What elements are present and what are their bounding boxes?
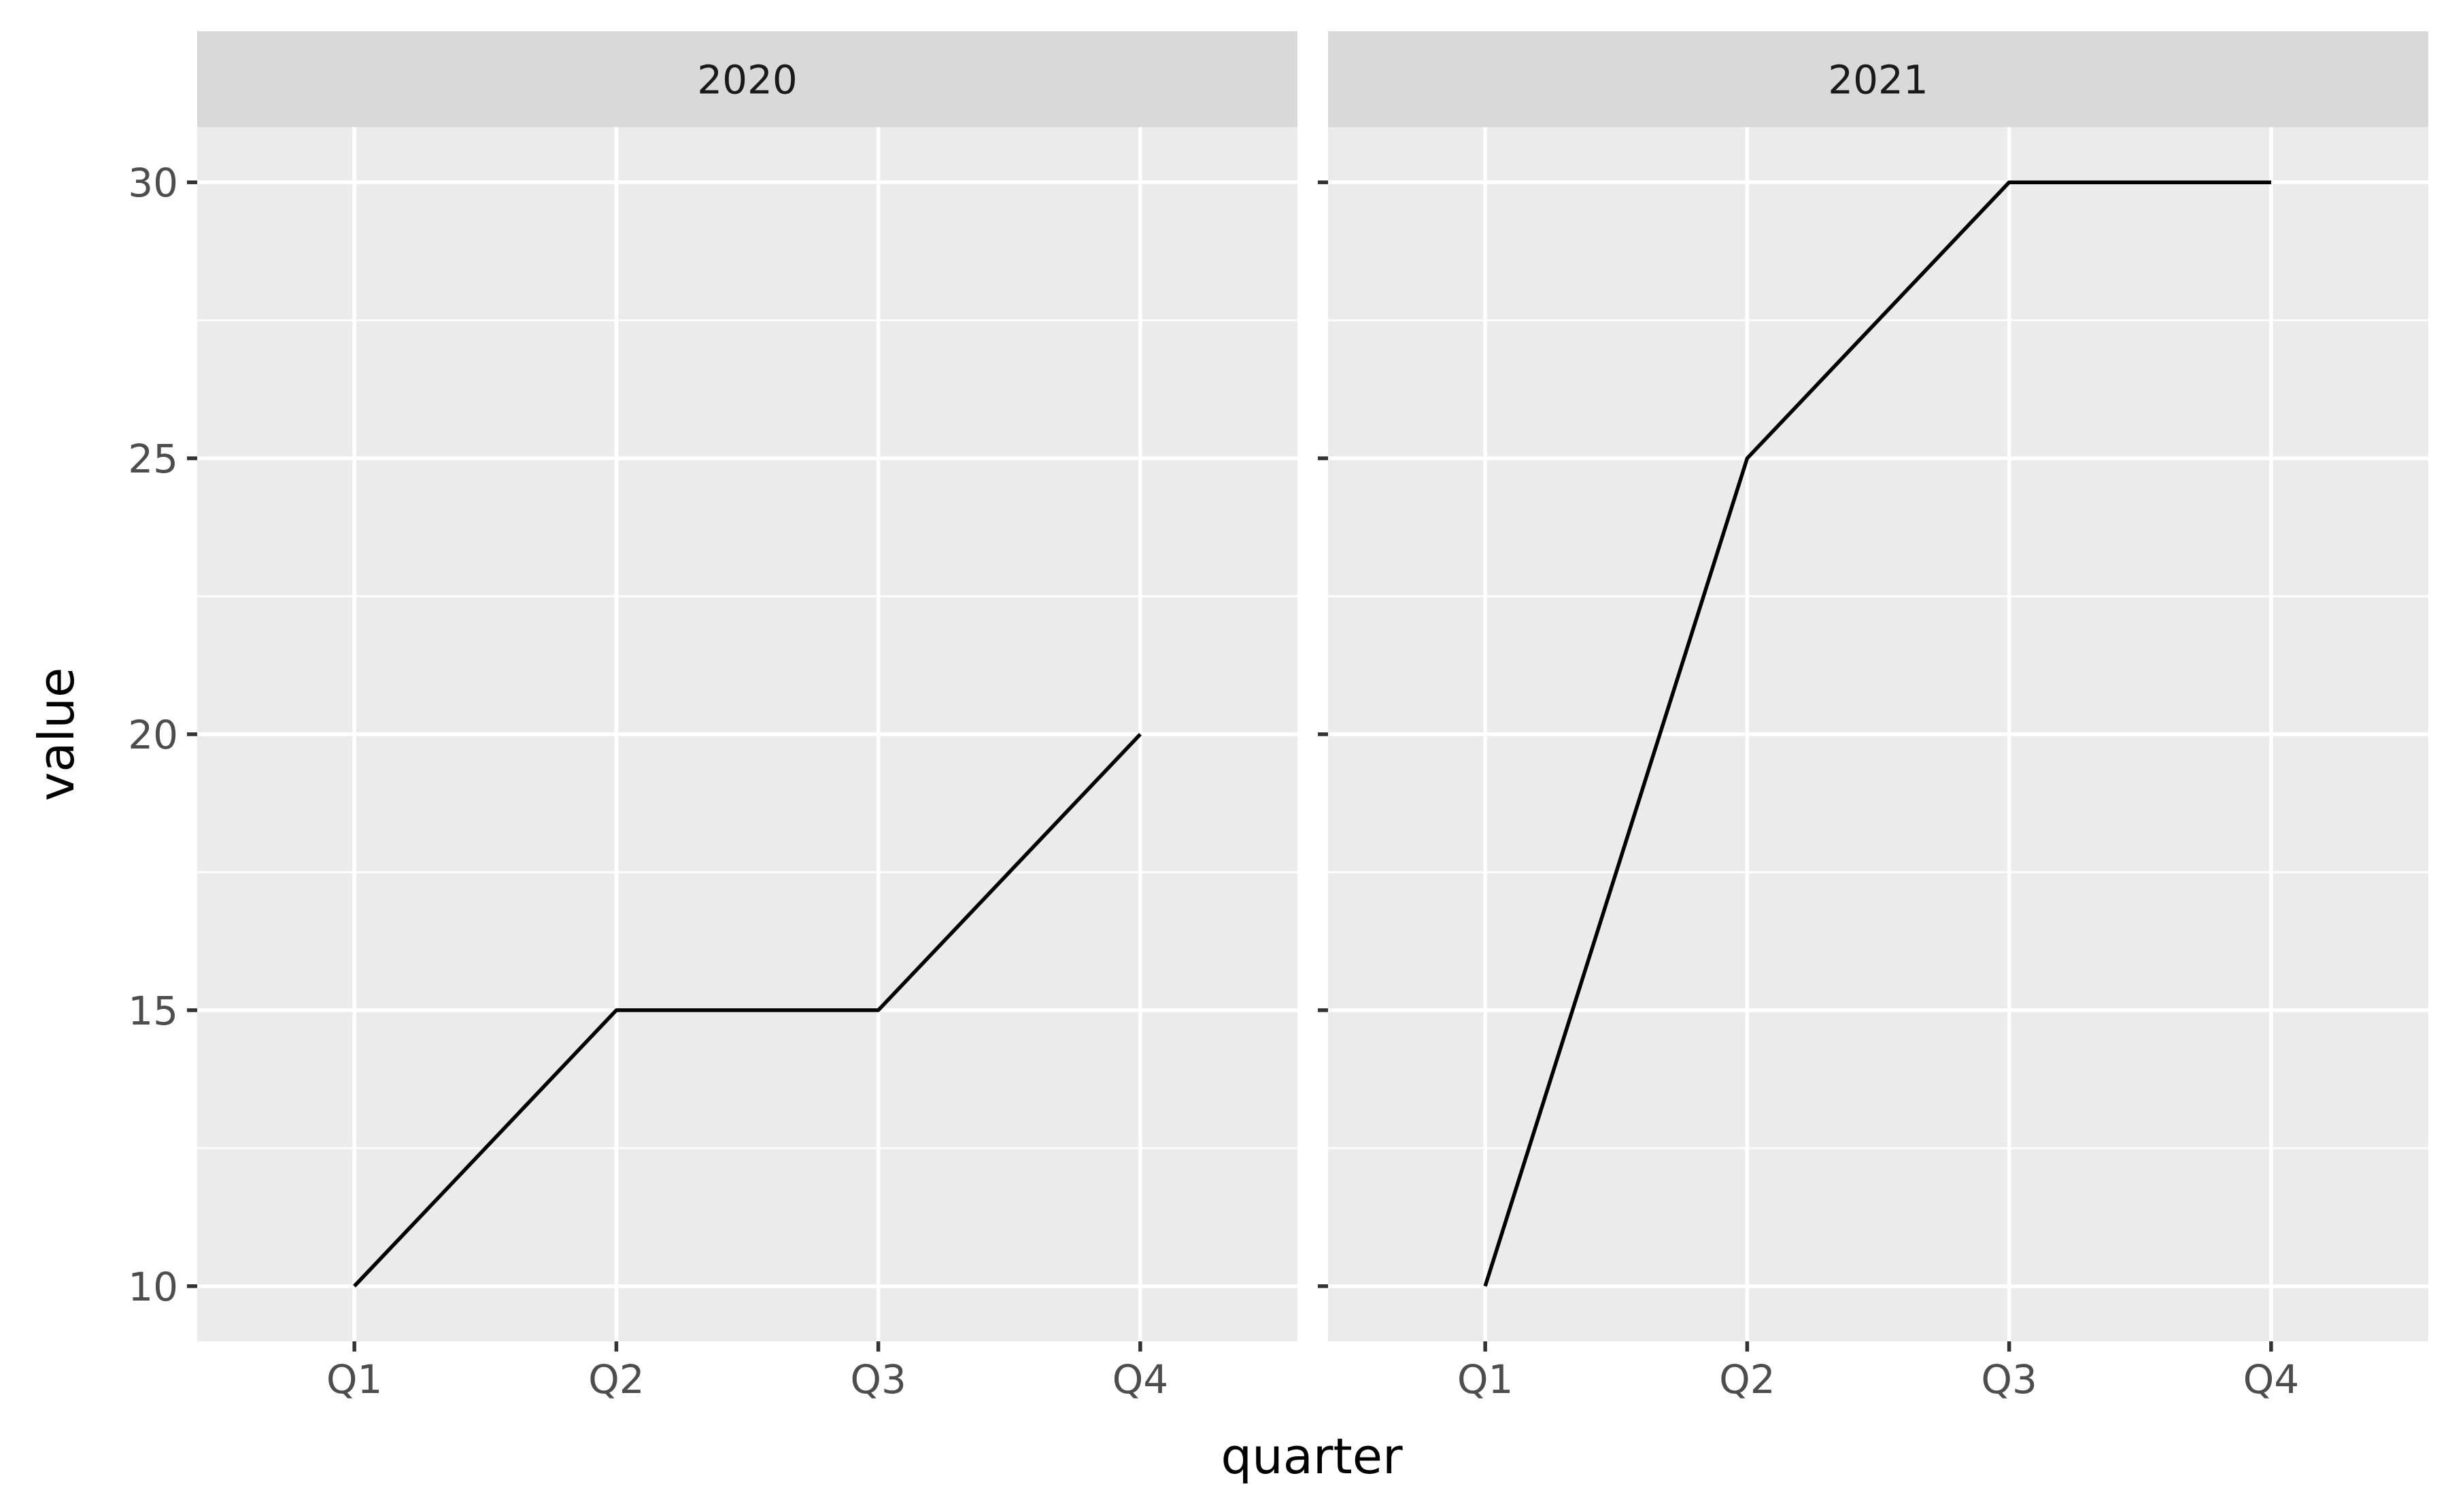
series-line-2021 <box>1483 180 2271 1287</box>
facet-panels: 2020 Q1 Q2 Q3 Q4 2021 Q1 Q2 Q3 Q4 <box>187 31 2428 1403</box>
x-tick-label: Q4 <box>1112 1356 1169 1403</box>
x-tick-label: Q3 <box>850 1356 906 1403</box>
y-tick-label: 30 <box>128 160 178 206</box>
y-tick-label: 10 <box>128 1264 178 1310</box>
x-tick-label: Q4 <box>2243 1356 2300 1403</box>
y-tick-label: 25 <box>128 436 178 482</box>
facet-strip <box>197 31 1297 127</box>
series-line-2020 <box>353 733 1142 1288</box>
y-tick-label: 20 <box>128 712 178 758</box>
facet-panel-2020: 2020 Q1 Q2 Q3 Q4 <box>187 31 1297 1403</box>
x-tick-label: Q1 <box>1457 1356 1514 1403</box>
x-axis-title: quarter <box>1221 1428 1403 1485</box>
facet-strip-label: 2020 <box>697 57 798 103</box>
x-tick-label: Q1 <box>326 1356 383 1403</box>
facet-strip-label: 2021 <box>1828 57 1928 103</box>
y-axis-title: value <box>28 668 85 802</box>
y-axis: 10 15 20 25 30 <box>128 160 178 1310</box>
y-tick-label: 15 <box>128 988 178 1034</box>
x-tick-label: Q2 <box>588 1356 645 1403</box>
facet-panel-2021: 2021 Q1 Q2 Q3 Q4 <box>1318 31 2428 1403</box>
x-tick-label: Q2 <box>1719 1356 1775 1403</box>
x-tick-label: Q3 <box>1981 1356 2037 1403</box>
facet-strip <box>1328 31 2428 127</box>
